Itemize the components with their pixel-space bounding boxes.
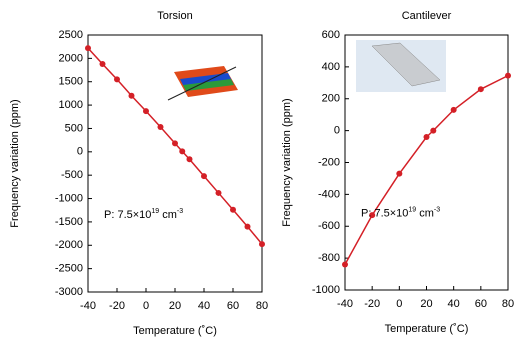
annotation-exponent: 19 [151,208,159,215]
y-tick-label: -2500 [55,263,83,275]
data-point [158,124,164,130]
y-tick-label: 0 [334,125,340,137]
annotation-unit-exponent: -3 [434,206,440,213]
y-tick-label: -800 [318,252,340,264]
y-tick-label: -600 [318,220,340,232]
x-tick-label: -20 [109,300,125,312]
data-point [114,76,120,82]
data-point [505,73,511,79]
chart: Torsion-3000-2500-2000-1500-1000-5000500… [0,0,520,341]
data-point [85,45,91,51]
x-tick-label: 0 [143,300,149,312]
data-point [478,86,484,92]
x-tick-label: -40 [80,300,96,312]
annotation-unit: cm [419,207,434,219]
x-tick-label: 40 [448,298,460,310]
y-tick-label: 500 [65,122,83,134]
y-tick-label: -1000 [312,284,340,296]
x-tick-label: -40 [337,298,353,310]
inset-torsion [168,66,238,100]
x-tick-label: 80 [256,300,268,312]
annotation-unit-exponent: -3 [177,208,183,215]
data-point [129,93,135,99]
y-tick-label: 1500 [59,76,83,88]
y-tick-label: -3000 [55,286,83,298]
y-tick-label: -2000 [55,239,83,251]
data-point [201,173,207,179]
chart-title: Torsion [157,10,192,22]
annotation-exponent: 19 [408,206,416,213]
data-point [179,148,185,154]
data-point [424,134,430,140]
annotation-unit: cm [162,209,177,221]
y-tick-label: -500 [61,169,83,181]
x-tick-label: -20 [364,298,380,310]
y-tick-label: 1000 [59,99,83,111]
data-point [342,262,348,268]
x-tick-label: 20 [169,300,181,312]
y-axis-label: Frequency variation (ppm) [281,98,293,226]
x-tick-label: 40 [198,300,210,312]
x-axis-label: Temperature (˚C) [133,325,217,337]
x-axis-label: Temperature (˚C) [385,323,469,335]
annotation-text: P: 7.5×10 [361,207,408,219]
chart-title: Cantilever [402,10,452,22]
y-tick-label: 400 [322,61,340,73]
data-point [187,156,193,162]
data-point [451,107,457,113]
data-point [259,241,265,247]
y-tick-label: 600 [322,29,340,41]
y-tick-label: 0 [77,146,83,158]
data-point [216,190,222,196]
y-tick-label: 2000 [59,52,83,64]
y-tick-label: -400 [318,188,340,200]
y-tick-label: -1000 [55,192,83,204]
data-point [396,171,402,177]
y-tick-label: 2500 [59,29,83,41]
y-tick-label: 200 [322,93,340,105]
x-tick-label: 60 [227,300,239,312]
y-tick-label: -200 [318,156,340,168]
annotation-text: P: 7.5×10 [104,209,151,221]
data-point [430,128,436,134]
x-tick-label: 20 [420,298,432,310]
x-tick-label: 80 [502,298,514,310]
data-point [172,140,178,146]
data-line [345,76,508,265]
data-point [230,207,236,213]
data-point [100,61,106,67]
y-tick-label: -1500 [55,216,83,228]
x-tick-label: 0 [396,298,402,310]
x-tick-label: 60 [475,298,487,310]
y-axis-label: Frequency variation (ppm) [9,99,21,227]
inset-cantilever [356,40,446,92]
data-point [143,108,149,114]
data-point [245,224,251,230]
